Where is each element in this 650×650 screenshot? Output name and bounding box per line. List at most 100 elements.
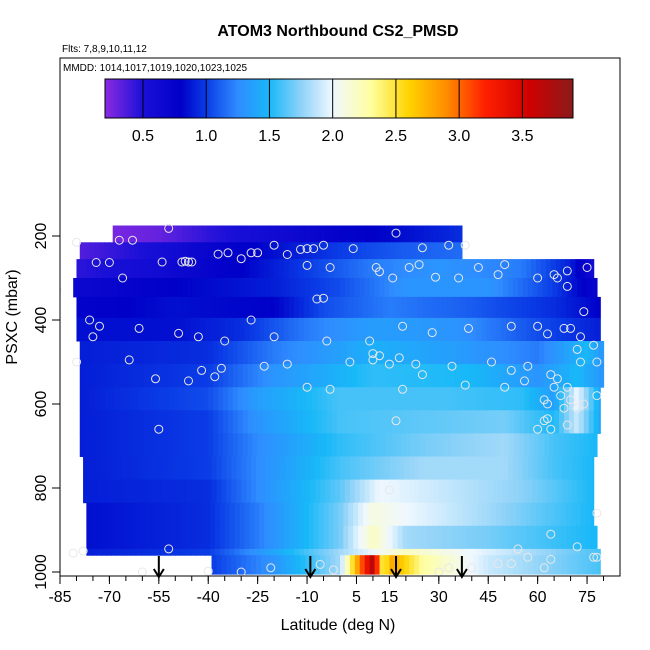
heatmap-cell xyxy=(480,364,486,388)
heatmap-cell xyxy=(236,278,242,298)
heatmap-cell xyxy=(590,502,595,527)
colorbar-tick-label: 3.5 xyxy=(511,128,533,145)
heatmap-cell xyxy=(285,225,292,243)
heatmap-cell xyxy=(122,479,129,504)
heatmap-cell xyxy=(254,296,260,319)
heatmap-cell xyxy=(344,225,351,243)
heatmap-cell xyxy=(325,456,331,481)
heatmap-cell xyxy=(453,456,460,481)
heatmap-cell xyxy=(236,555,242,575)
heatmap-cell xyxy=(312,341,318,365)
heatmap-cell xyxy=(353,317,359,342)
heatmap-cell xyxy=(280,278,287,298)
heatmap-cell xyxy=(170,317,176,342)
heatmap-cell xyxy=(188,387,195,411)
heatmap-cell xyxy=(242,433,249,457)
heatmap-cell xyxy=(409,479,415,504)
heatmap-cell xyxy=(272,433,279,457)
heatmap-cell xyxy=(508,278,514,298)
heatmap-cell xyxy=(316,364,323,388)
heatmap-cell xyxy=(443,456,450,481)
heatmap-cell xyxy=(359,278,366,298)
heatmap-cell xyxy=(531,317,537,342)
heatmap-cell xyxy=(585,525,591,550)
heatmap-cell xyxy=(239,317,246,342)
heatmap-cell xyxy=(440,410,447,434)
heatmap-cell xyxy=(308,525,315,550)
heatmap-cell xyxy=(517,555,524,575)
heatmap-cell xyxy=(438,225,445,243)
heatmap-cell xyxy=(343,502,349,527)
heatmap-cell xyxy=(542,555,549,575)
heatmap-cell xyxy=(231,479,237,504)
observation-point xyxy=(562,420,572,430)
heatmap-cell xyxy=(321,341,328,365)
heatmap-cell xyxy=(364,278,371,298)
heatmap-cell xyxy=(536,502,542,527)
heatmap-row xyxy=(86,548,601,556)
heatmap-cell xyxy=(226,225,232,243)
heatmap-cell xyxy=(593,410,600,434)
heatmap-row xyxy=(79,242,463,260)
heatmap-cell xyxy=(354,479,361,504)
heatmap-cell xyxy=(204,317,211,342)
heatmap-cell xyxy=(346,242,353,260)
heatmap-cell xyxy=(331,341,338,365)
heatmap-cell xyxy=(552,456,559,481)
heatmap-cell xyxy=(496,525,503,550)
heatmap-cell xyxy=(267,433,274,457)
heatmap-cell xyxy=(208,341,214,365)
heatmap-cell xyxy=(338,317,344,342)
heatmap-cell xyxy=(356,364,363,388)
heatmap-cell xyxy=(387,525,394,550)
heatmap-cell xyxy=(422,259,428,279)
heatmap-cell xyxy=(97,479,104,504)
heatmap-cell xyxy=(427,525,433,550)
heatmap-cell xyxy=(101,525,107,550)
heatmap-cell xyxy=(440,387,447,411)
heatmap-cell xyxy=(125,548,132,556)
heatmap-cell xyxy=(503,555,509,575)
heatmap-cell xyxy=(330,479,336,504)
heatmap-row xyxy=(83,479,595,504)
heatmap-cell xyxy=(185,502,191,527)
heatmap-cell xyxy=(405,433,412,457)
heatmap-cell xyxy=(514,364,521,388)
heatmap-cell xyxy=(536,259,542,279)
heatmap-cell xyxy=(404,225,410,243)
heatmap-cell xyxy=(315,555,321,575)
heatmap-cell xyxy=(280,479,287,504)
heatmap-cell xyxy=(397,525,404,550)
heatmap-cell xyxy=(312,242,318,260)
x-tick-label: -25 xyxy=(246,589,269,606)
observation-points xyxy=(60,223,602,576)
heatmap-cell xyxy=(351,242,358,260)
heatmap-cell xyxy=(463,479,470,504)
heatmap-cell xyxy=(348,548,354,556)
heatmap-cell xyxy=(384,555,391,575)
heatmap-cell xyxy=(361,364,367,388)
observation-point xyxy=(592,508,602,518)
heatmap-cell xyxy=(288,525,295,550)
heatmap-cell xyxy=(545,296,552,319)
heatmap-cell xyxy=(396,242,402,260)
heatmap-cell xyxy=(400,364,407,388)
heatmap-cell xyxy=(358,548,364,556)
heatmap-cell xyxy=(295,555,302,575)
heatmap-cell xyxy=(338,259,344,279)
heatmap-cell xyxy=(550,259,557,279)
heatmap-cell xyxy=(573,410,580,434)
heatmap-cell xyxy=(580,502,587,527)
observation-point xyxy=(302,260,312,270)
observation-point xyxy=(60,287,62,294)
heatmap-cell xyxy=(219,317,226,342)
heatmap-cell xyxy=(256,555,262,575)
heatmap-cell xyxy=(402,502,409,527)
heatmap-cell xyxy=(542,278,549,298)
heatmap-cell xyxy=(180,548,186,556)
heatmap-cell xyxy=(460,387,466,411)
heatmap-cell xyxy=(470,433,476,457)
heatmap-cell xyxy=(198,433,204,457)
heatmap-cell xyxy=(471,548,478,556)
heatmap-cell xyxy=(456,548,463,556)
